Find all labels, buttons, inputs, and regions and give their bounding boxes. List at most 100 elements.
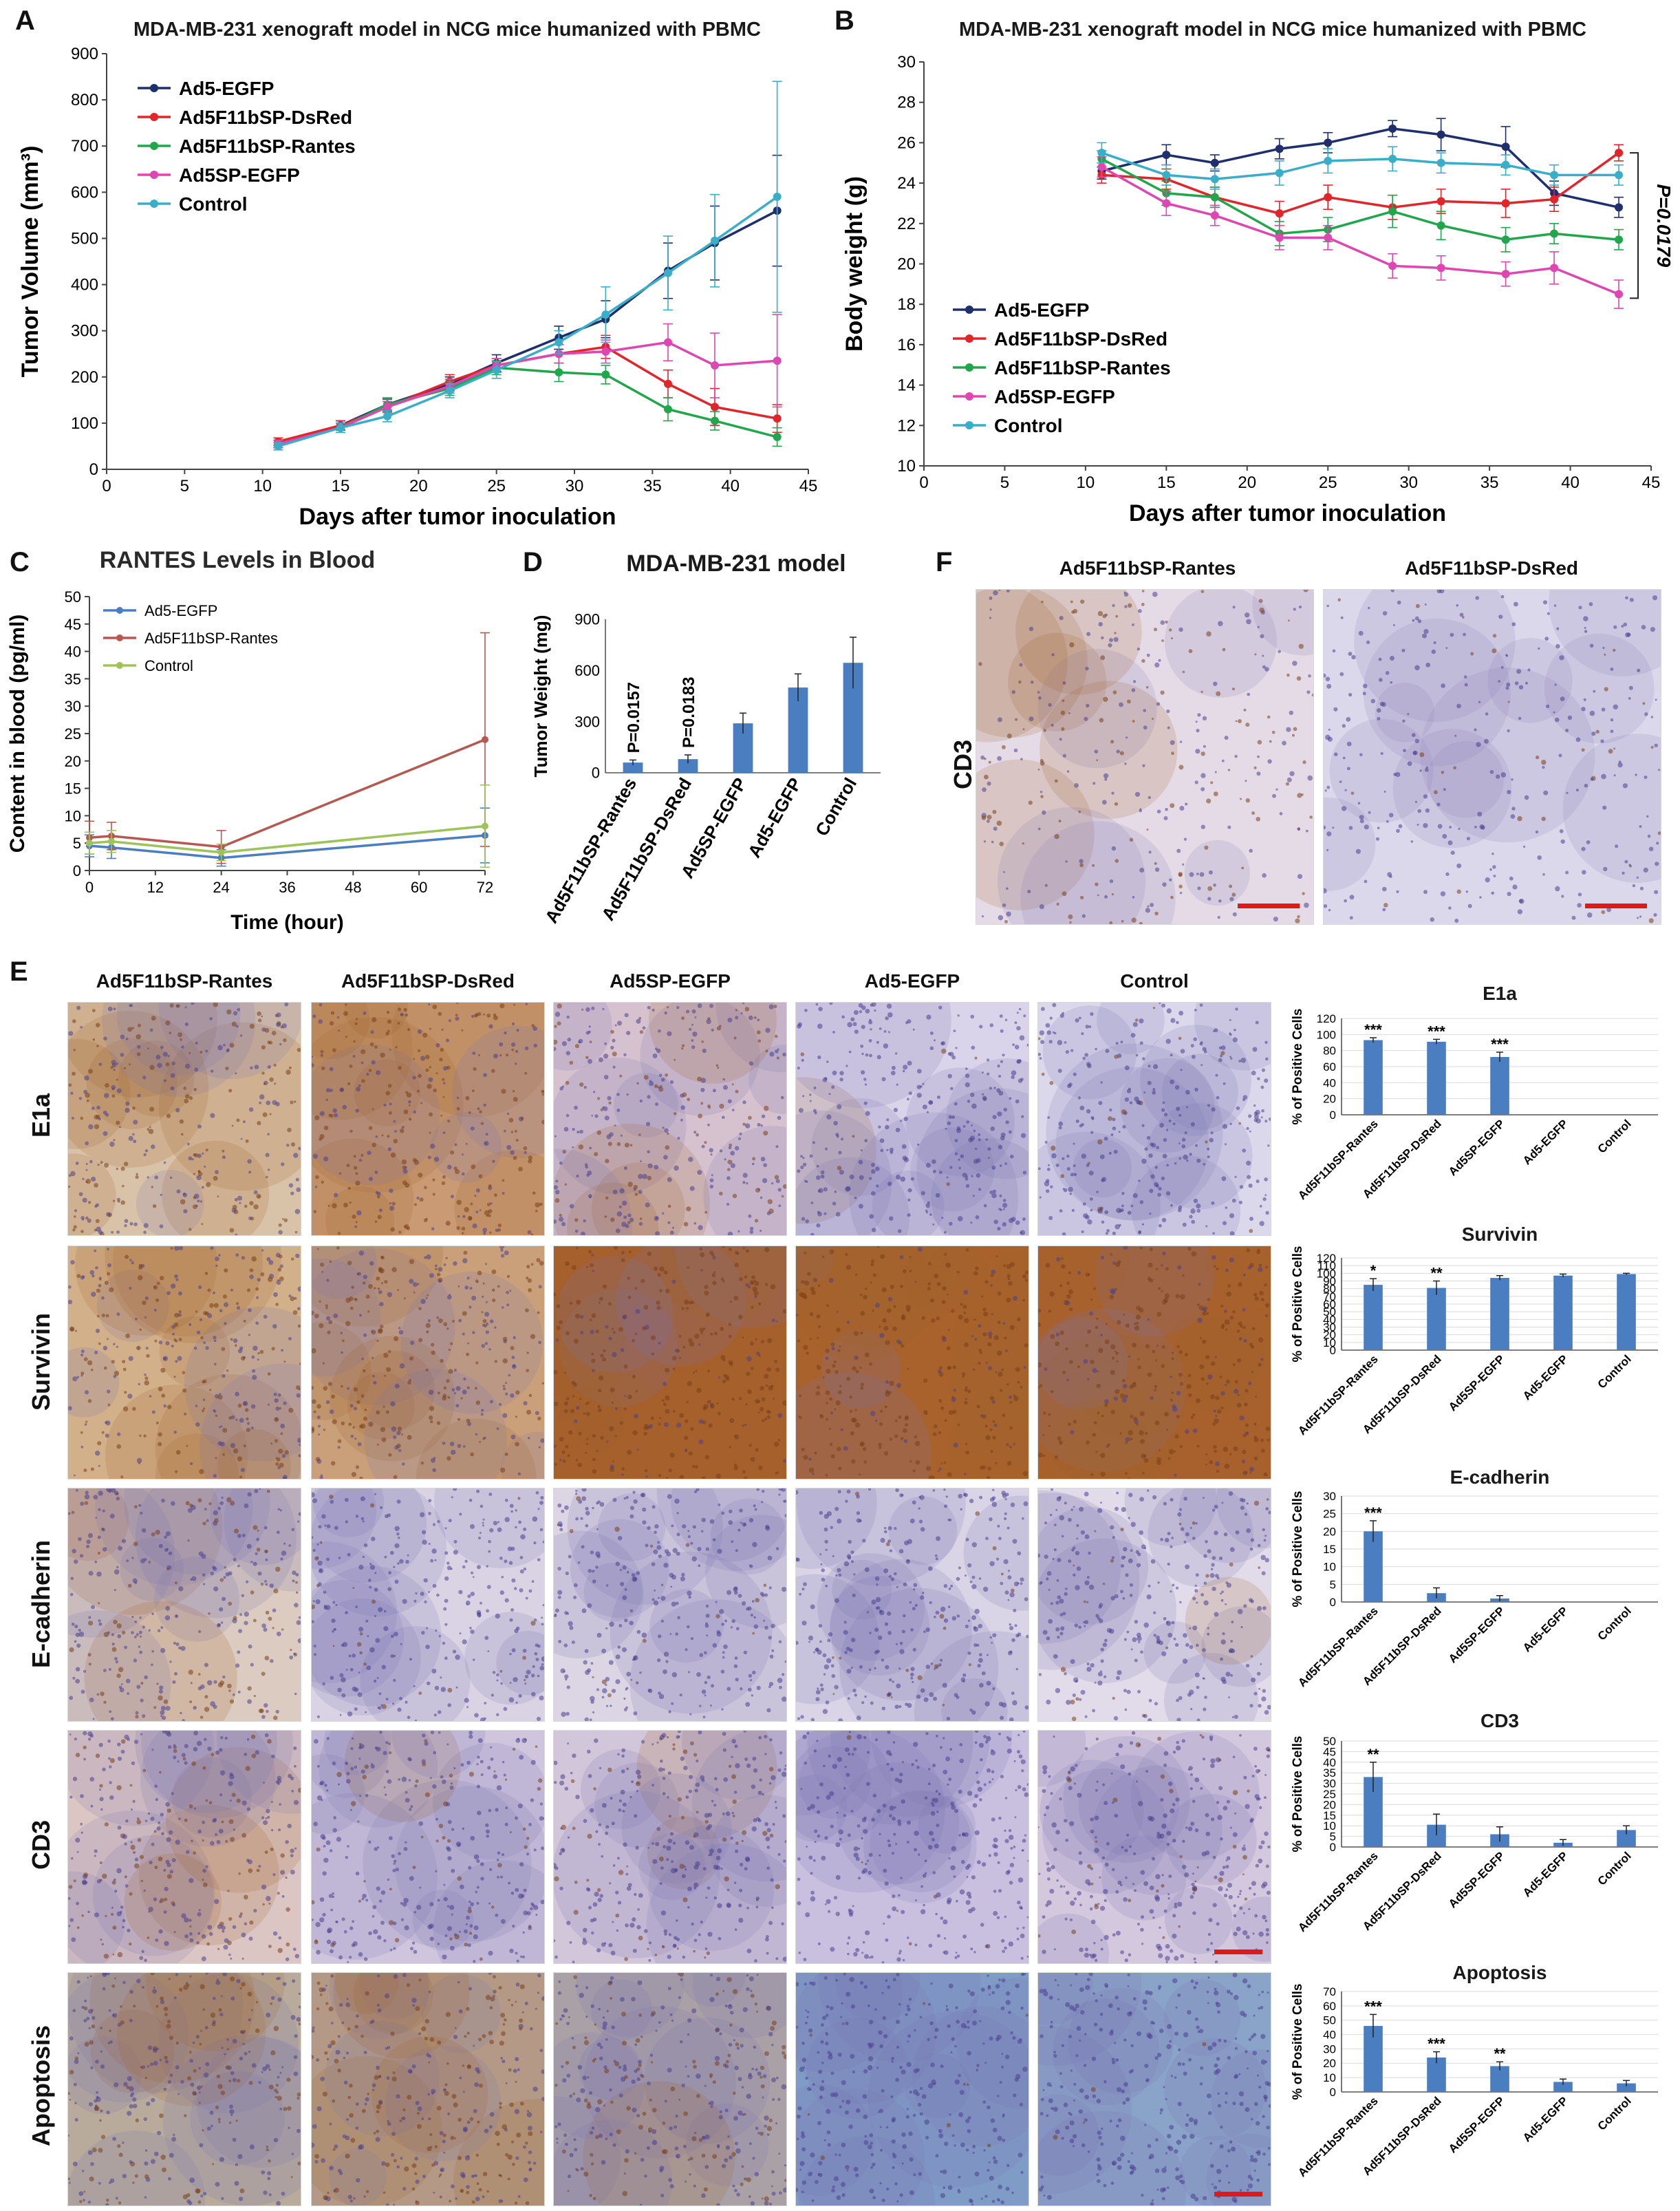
legend-label-ad5sp-egfp: Ad5SP-EGFP [179,164,300,186]
y-tick-label: 20 [1323,1329,1336,1342]
y-tick-label: 20 [65,753,81,770]
x-tick-label: 15 [332,477,350,495]
data-point-control [664,268,672,277]
y-tick-label: 25 [1323,1508,1336,1521]
y-tick-label: 200 [71,368,98,387]
data-point-ad5sp-egfp [601,347,610,356]
y-tick-label: 30 [897,53,916,72]
data-point-ad5f11bsp-rantes [554,368,563,377]
y-tick-label: 15 [1323,1543,1336,1556]
data-point-ad5f11bsp-dsred [773,414,782,423]
y-tick-label: 25 [1323,1788,1336,1801]
data-point-control [1550,171,1559,180]
series-line-ad5f11bsp-dsred [277,345,777,443]
category-label-ad5sp-egfp: Ad5SP-EGFP [1446,1117,1507,1178]
category-label-control: Control [1595,1117,1634,1155]
data-point-ad5sp-egfp [1550,264,1559,273]
data-point-ad5sp-egfp [1501,270,1510,279]
data-point-control [1388,154,1397,163]
chart-c-rantes-blood: RANTES Levels in Blood 0 5 10 15 20 25 30 35 40 45… [6,547,493,934]
tissue-texture [68,1003,301,1235]
series-line-ad5f11bsp-rantes [1101,158,1619,242]
y-tick-label: 50 [1323,1305,1336,1318]
category-label-ad5sp-egfp: Ad5SP-EGFP [1446,1604,1507,1665]
bar-ad5sp-egfp [1490,1278,1509,1350]
data-point-ad5f11bsp-rantes [1210,193,1219,202]
y-tick-label: 5 [1330,1578,1336,1591]
y-tick-label: 70 [1323,1290,1336,1303]
legend-marker-ad5-egfp [150,84,158,92]
legend-marker-ad5sp-egfp [150,171,158,179]
legend-marker-ad5sp-egfp [965,392,973,400]
y-tick-label: 300 [574,713,600,730]
data-point-control [336,423,345,432]
data-point-ad5f11bsp-rantes [1550,229,1559,238]
x-tick-label: 72 [477,879,493,896]
bar-ad5f11bsp-rantes [1364,1531,1383,1602]
data-point-ad5sp-egfp [1162,199,1171,208]
series-line-ad5f11bsp-rantes [89,738,486,848]
tissue-texture [796,1246,1029,1479]
data-point-control [1097,149,1106,158]
panel-label-b: B [834,6,854,36]
data-point-ad5sp-egfp [1097,162,1106,171]
data-point-ad5-egfp [1324,138,1333,147]
data-point-ad5sp-egfp [664,338,672,347]
y-tick-label: 35 [65,670,81,687]
category-label-control: Control [1595,1352,1634,1391]
panel-f-col-label-1: Ad5F11bSP-Rantes [1059,557,1236,579]
tissue-texture [796,1973,1029,2205]
legend-label-control: Control [994,415,1063,436]
tissue-texture [1038,1488,1271,1721]
x-tick-label: 5 [180,477,189,495]
tissue-texture [796,1731,1029,1963]
data-point-ad5-egfp [1275,145,1284,153]
series-line-control [277,195,778,448]
tissue-texture [68,1973,301,2205]
y-tick-label: 0 [1330,1841,1336,1854]
bar-ad5-egfp [1553,1275,1573,1350]
scale-bar [1585,904,1647,908]
y-tick-label: 0 [73,862,81,879]
data-point-ad5-egfp [1615,203,1624,212]
y-tick-label: 26 [897,133,916,152]
y-tick-label: 15 [1323,1809,1336,1822]
tissue-texture [1038,1973,1271,2205]
y-tick-label: 800 [71,91,98,109]
y-tick-label: 300 [71,322,98,341]
category-label-ad5-egfp: Ad5-EGFP [744,774,806,861]
tissue-texture [554,1488,786,1721]
y-tick-label: 0 [1330,1109,1336,1122]
y-tick-label: 900 [574,611,600,628]
y-tick-label: 16 [897,336,916,354]
micrograph-cd3-ad5f11bsp-dsred [311,1730,545,1964]
chart-title: Apoptosis [1453,1962,1547,1983]
micrograph-f-rantes-cd3 [976,589,1314,925]
bar-ad5f11bsp-rantes [1364,1285,1383,1350]
tissue-texture [1038,1003,1271,1235]
y-axis-title: % of Positive Cells [1291,1009,1305,1125]
series-line-ad5sp-egfp [1101,166,1619,296]
y-tick-label: 5 [1330,1830,1336,1844]
data-point-control [1501,160,1510,169]
x-axis-title: Days after tumor inoculation [299,504,616,530]
y-axis-title: % of Positive Cells [1291,1984,1305,2100]
category-label-control: Control [1595,1604,1634,1643]
series-line-ad5-egfp [1101,127,1619,209]
chart-e-e1a: E1a 0 20 40 60 80 100 120 % of Positive Cells Ad5… [1291,983,1658,1202]
x-tick-label: 24 [213,879,229,896]
legend-label-ad5sp-egfp: Ad5SP-EGFP [994,386,1115,407]
x-tick-label: 40 [1561,473,1580,492]
data-point-ad5-egfp [1501,142,1510,151]
micrograph-survivin-ad5-egfp [795,1246,1029,1480]
category-label-ad5-egfp: Ad5-EGFP [1520,1117,1571,1167]
y-tick-label: 10 [65,807,81,824]
panel-e-row-label-apoptosis: Apoptosis [27,2025,55,2146]
panel-e-col-label-1: Ad5F11bSP-Rantes [96,970,273,992]
tissue-texture [312,1488,544,1721]
micrograph-e1a-ad5f11bsp-dsred [311,1002,545,1236]
tissue-texture [312,1973,544,2205]
legend-label-control: Control [144,657,193,674]
data-point-ad5-egfp [1388,124,1397,133]
tissue-texture [554,1731,786,1963]
